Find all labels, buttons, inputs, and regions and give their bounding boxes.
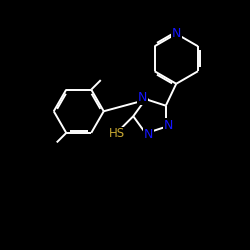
Text: N: N [172, 27, 181, 40]
Text: N: N [144, 128, 154, 141]
Text: HS: HS [108, 127, 124, 140]
Text: N: N [138, 92, 147, 104]
Text: N: N [164, 119, 173, 132]
